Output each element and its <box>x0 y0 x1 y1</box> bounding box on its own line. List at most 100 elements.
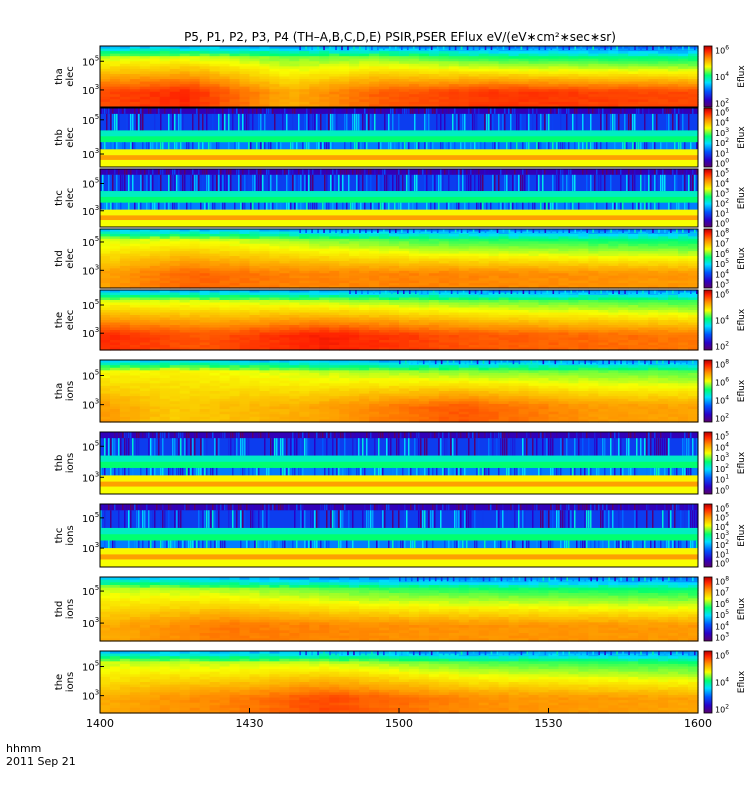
spectrogram-cell <box>289 81 300 85</box>
spectrogram-cell <box>209 310 221 314</box>
spectrogram-cell <box>319 300 330 304</box>
spectrogram-cell <box>139 265 151 269</box>
spectrogram-cell <box>179 61 191 65</box>
spectrogram-cell <box>528 273 540 277</box>
spectrogram-cell <box>349 68 360 73</box>
spectrogram-cell <box>349 337 360 341</box>
noise-cell <box>422 169 424 175</box>
noise-cell <box>452 169 454 175</box>
spectrogram-cell <box>209 71 221 75</box>
noise-cell <box>646 46 648 51</box>
spectrogram-cell <box>608 104 619 108</box>
spectrogram-cell <box>588 91 599 95</box>
spectrogram-cell <box>468 295 480 299</box>
spectrogram-cell <box>498 270 510 274</box>
spectrogram-cell <box>109 58 121 62</box>
spectrogram-cell <box>249 325 261 329</box>
spectrogram-cell <box>139 238 151 242</box>
spectrogram-cell <box>678 81 689 85</box>
noise-cell <box>232 108 234 114</box>
noise-cell <box>406 108 408 114</box>
spectrogram-cell <box>568 89 579 93</box>
spectrogram-cell <box>488 233 500 237</box>
spectrogram-cell <box>219 278 231 282</box>
spectrogram-cell <box>688 73 699 78</box>
spectrogram-cell <box>159 238 171 242</box>
spectrogram-cell <box>339 48 350 52</box>
spectrogram-cell <box>159 256 171 260</box>
spectrogram-cell <box>618 260 629 265</box>
spectrogram-cell <box>568 273 579 277</box>
spectrogram-cell <box>438 295 450 299</box>
noise-cell <box>204 202 206 210</box>
noise-cell <box>628 108 630 114</box>
noise-cell <box>634 108 636 114</box>
spectrogram-cell <box>339 99 350 103</box>
noise-cell <box>580 229 582 233</box>
noise-cell <box>532 229 535 233</box>
noise-cell <box>318 169 320 175</box>
spectrogram-cell <box>319 302 330 306</box>
spectrogram-cell <box>548 253 560 257</box>
spectrogram-cell <box>359 101 370 106</box>
noise-cell <box>130 169 132 175</box>
noise-cell <box>610 229 612 233</box>
noise-cell <box>314 113 316 131</box>
spectrogram-cell <box>578 56 589 60</box>
noise-cell <box>676 113 678 131</box>
spectrogram-cell <box>169 96 181 100</box>
noise-cell <box>676 229 678 233</box>
spectrogram-cell <box>249 51 261 55</box>
spectrogram-cell <box>189 253 201 257</box>
spectrogram-cell <box>119 312 131 316</box>
spectrogram-cell <box>588 278 599 282</box>
spectrogram-cell <box>458 320 470 324</box>
spectrogram-cell <box>638 84 649 88</box>
noise-cell <box>386 174 388 192</box>
noise-cell <box>282 169 284 175</box>
spectrogram-cell <box>359 58 370 62</box>
noise-cell <box>552 113 554 131</box>
spectrogram-cell <box>389 305 400 309</box>
spectrogram-cell <box>349 73 360 78</box>
spectrogram-cell <box>159 305 171 309</box>
spectrogram-cell <box>688 285 699 289</box>
noise-cell <box>206 113 208 131</box>
spectrogram-cell <box>359 243 370 247</box>
noise-cell <box>418 108 420 114</box>
spectrogram-cell <box>538 81 550 85</box>
spectrogram-cell <box>688 275 699 279</box>
spectrogram-cell <box>588 268 599 272</box>
noise-cell <box>262 108 264 114</box>
spectrogram-cell <box>219 246 231 250</box>
spectrogram-cell <box>428 233 440 237</box>
spectrogram-cell <box>279 327 290 331</box>
noise-cell <box>340 174 342 192</box>
spectrogram-cell <box>179 260 191 265</box>
spectrogram-cell <box>418 260 430 265</box>
spectrogram-cell <box>678 263 689 267</box>
spectrogram-cell <box>149 94 161 98</box>
spectrogram-cell <box>638 56 649 60</box>
spectrogram-cell <box>558 258 570 262</box>
noise-cell <box>592 108 594 114</box>
spectrogram-cell <box>279 236 290 240</box>
spectrogram-cell <box>349 258 360 262</box>
noise-cell <box>522 174 524 192</box>
spectrogram-cell <box>418 236 430 240</box>
spectrogram-cell <box>438 342 450 346</box>
spectrogram-cell <box>349 253 360 257</box>
spectrogram-cell <box>189 256 201 260</box>
spectrogram-cell <box>508 246 520 250</box>
noise-cell <box>472 229 475 233</box>
noise-cell <box>528 202 530 210</box>
spectrogram-cell <box>279 300 290 304</box>
spectrogram-cell <box>628 79 639 83</box>
spectrogram-cell <box>249 273 261 277</box>
spectrogram-cell <box>359 295 370 299</box>
spectrogram-cell <box>339 327 350 331</box>
spectrogram-cell <box>438 273 450 277</box>
spectrogram-cell <box>189 53 201 57</box>
noise-cell <box>178 108 180 114</box>
spectrogram-cell <box>408 270 420 274</box>
